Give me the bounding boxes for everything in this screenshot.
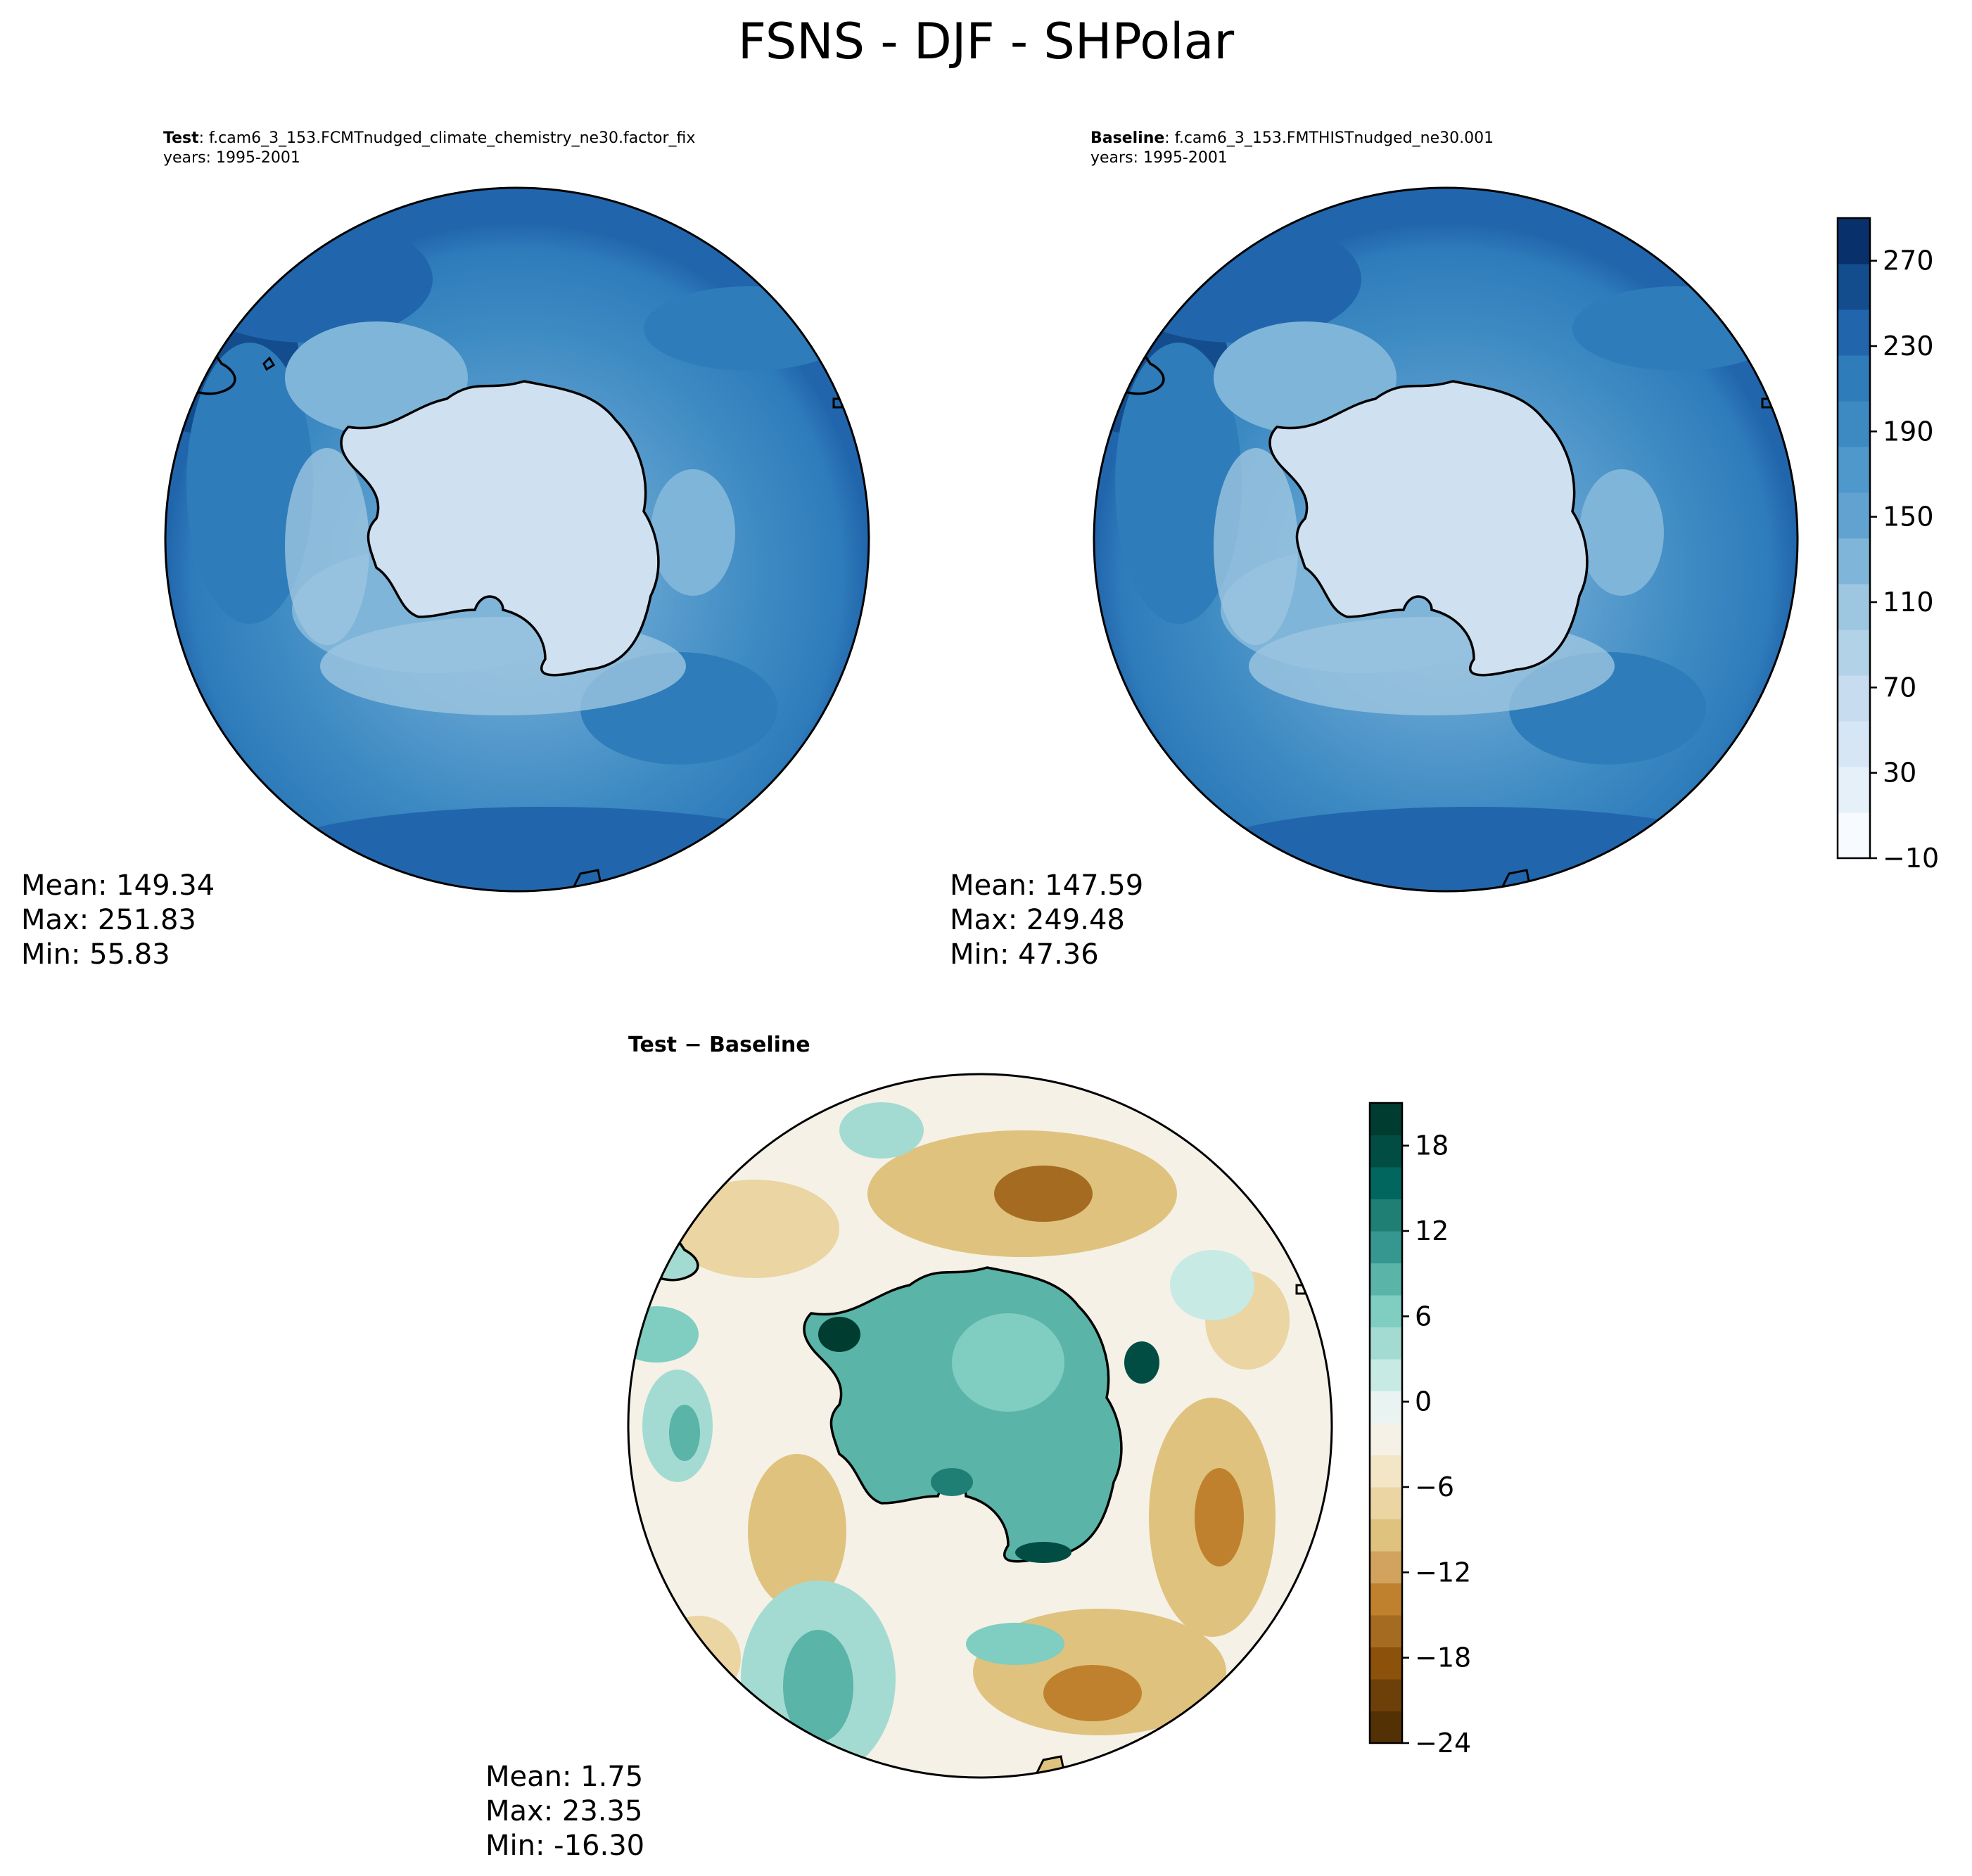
baseline-map-border [1093, 186, 1799, 893]
diff-colorbar-level [1370, 1359, 1402, 1391]
baseline-label: Baseline [1090, 129, 1165, 147]
test-mean: Mean: 149.34 [21, 869, 215, 902]
test-case-name: : f.cam6_3_153.FCMTnudged_climate_chemis… [198, 129, 696, 147]
diff-colorbar-tick-label: 18 [1415, 1130, 1449, 1161]
diff-colorbar-tick-label: −12 [1415, 1557, 1471, 1588]
baseline-colorbar-tick-label: 150 [1883, 502, 1934, 532]
test-field [165, 188, 869, 891]
diff-map-border [627, 1073, 1333, 1779]
baseline-colorbar-level [1838, 401, 1870, 447]
diff-colorbar-tick-label: −6 [1415, 1472, 1454, 1502]
baseline-colorbar-level [1838, 675, 1870, 722]
diff-colorbar-level [1370, 1583, 1402, 1616]
diff-colorbar-level [1370, 1295, 1402, 1327]
baseline-colorbar-level [1838, 310, 1870, 356]
diff-mean: Mean: 1.75 [485, 1761, 644, 1793]
test-map-border [164, 186, 870, 893]
baseline-colorbar-level [1838, 492, 1870, 539]
baseline-colorbar-tick-label: 230 [1883, 331, 1934, 362]
test-years: years: 1995-2001 [163, 149, 300, 167]
baseline-mean: Mean: 147.59 [950, 869, 1144, 902]
diff-colorbar-tick-label: −24 [1415, 1728, 1471, 1759]
baseline-colorbar-level [1838, 721, 1870, 767]
diff-colorbar: −24 −18 −12 −6 0 6 12 18 [1368, 1102, 1471, 1759]
diff-colorbar-level [1370, 1199, 1402, 1232]
test-stats: Mean: 149.34 Max: 251.83 Min: 55.83 [21, 869, 215, 972]
diff-colorbar-level [1370, 1327, 1402, 1360]
diff-colorbar-frame [1368, 1102, 1404, 1744]
diff-colorbar-level [1370, 1519, 1402, 1552]
baseline-colorbar-tick-label: 190 [1883, 416, 1934, 447]
diff-stats: Mean: 1.75 Max: 23.35 Min: -16.30 [485, 1760, 644, 1863]
diff-title: Test − Baseline [628, 1033, 810, 1057]
diff-colorbar-level [1370, 1135, 1402, 1168]
diff-min: Min: -16.30 [485, 1830, 645, 1862]
baseline-colorbar-tick-label: 70 [1883, 672, 1916, 703]
diff-max: Max: 23.35 [485, 1795, 643, 1827]
baseline-years: years: 1995-2001 [1090, 149, 1228, 167]
diff-colorbar-level [1370, 1615, 1402, 1647]
baseline-colorbar-level [1838, 767, 1870, 813]
baseline-case-line: Baseline: f.cam6_3_153.FMTHISTnudged_ne3… [1090, 129, 1494, 147]
diff-colorbar-level [1370, 1455, 1402, 1488]
diff-colorbar-level [1370, 1231, 1402, 1263]
baseline-min: Min: 47.36 [950, 938, 1099, 971]
baseline-colorbar-level [1838, 218, 1870, 264]
diff-colorbar-level [1370, 1391, 1402, 1424]
diff-colorbar-level [1370, 1423, 1402, 1455]
diff-colorbar-level [1370, 1647, 1402, 1680]
baseline-colorbar-tick-label: −10 [1883, 843, 1939, 874]
baseline-colorbar-level [1838, 447, 1870, 493]
baseline-case-name: : f.cam6_3_153.FMTHISTnudged_ne30.001 [1164, 129, 1494, 147]
test-min: Min: 55.83 [21, 938, 170, 971]
diff-colorbar-level [1370, 1103, 1402, 1135]
figure-title: FSNS - DJF - SHPolar [737, 13, 1235, 70]
baseline-max: Max: 249.48 [950, 904, 1125, 936]
baseline-colorbar-tick-label: 30 [1883, 758, 1916, 789]
diff-colorbar-level [1370, 1167, 1402, 1199]
baseline-stats: Mean: 147.59 Max: 249.48 Min: 47.36 [950, 869, 1143, 972]
test-map [164, 186, 870, 893]
baseline-colorbar-tick-label: 110 [1883, 587, 1934, 618]
baseline-map [1093, 186, 1799, 893]
baseline-colorbar-level [1838, 538, 1870, 585]
diff-field [628, 1074, 1332, 1778]
baseline-colorbar-tick-label: 270 [1883, 245, 1934, 276]
baseline-colorbar-level [1838, 812, 1870, 859]
diff-colorbar-level [1370, 1711, 1402, 1744]
test-label: Test [163, 129, 199, 147]
baseline-colorbar-level [1838, 264, 1870, 310]
baseline-colorbar-level [1838, 630, 1870, 676]
diff-colorbar-tick-label: 12 [1415, 1215, 1449, 1246]
diff-colorbar-tick-label: 6 [1415, 1301, 1432, 1332]
test-max: Max: 251.83 [21, 904, 196, 936]
diff-colorbar-level [1370, 1487, 1402, 1519]
diff-map [627, 1073, 1333, 1779]
diff-colorbar-tick-label: −18 [1415, 1642, 1471, 1673]
baseline-colorbar-frame [1836, 217, 1871, 860]
baseline-colorbar-level [1838, 355, 1870, 402]
test-case-line: Test: f.cam6_3_153.FCMTnudged_climate_ch… [163, 129, 695, 147]
baseline-colorbar: −10 30 70 110 150 190 230 270 [1836, 217, 1939, 874]
diff-colorbar-level [1370, 1551, 1402, 1583]
baseline-colorbar-level [1838, 584, 1870, 630]
diff-colorbar-level [1370, 1263, 1402, 1296]
baseline-field [1094, 188, 1798, 891]
diff-colorbar-tick-label: 0 [1415, 1386, 1432, 1417]
diff-colorbar-level [1370, 1679, 1402, 1711]
